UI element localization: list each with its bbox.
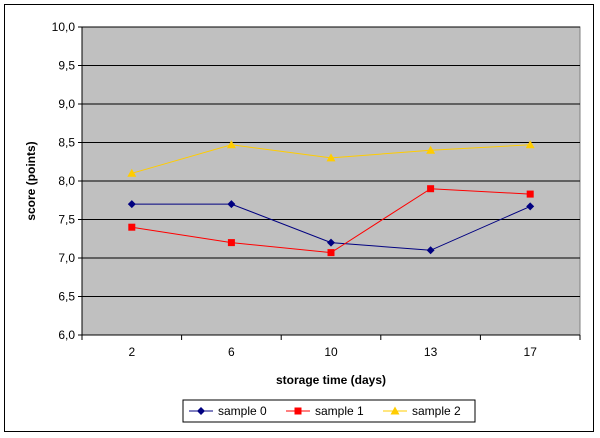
legend-entry-2: sample 2 <box>383 404 461 418</box>
data-point <box>127 200 136 209</box>
data-point <box>427 185 435 193</box>
legend-entry-0: sample 0 <box>189 404 267 418</box>
data-point <box>525 140 535 149</box>
data-point <box>128 223 136 231</box>
x-tick-label: 17 <box>524 345 538 359</box>
x-axis-ticks: 2 6 10 13 17 <box>81 334 581 359</box>
y-tick-label: 7,0 <box>58 251 75 265</box>
data-point <box>327 238 335 247</box>
legend-label: sample 0 <box>218 404 267 418</box>
x-axis-title: storage time (days) <box>276 373 386 387</box>
legend-label: sample 2 <box>412 404 461 418</box>
data-point <box>226 140 236 149</box>
legend-label: sample 1 <box>315 404 364 418</box>
data-point <box>327 249 335 257</box>
data-point <box>326 153 336 162</box>
data-point <box>227 200 236 209</box>
data-point <box>426 246 435 255</box>
legend-entry-1: sample 1 <box>286 404 364 418</box>
legend-marker <box>294 407 302 415</box>
series-2 <box>127 140 535 177</box>
data-point <box>526 190 534 198</box>
legend: sample 0 sample 1 sample 2 <box>182 399 476 423</box>
x-tick-label: 6 <box>228 345 235 359</box>
legend-marker <box>197 407 205 415</box>
gridlines <box>82 26 580 336</box>
series-layer <box>127 140 535 257</box>
x-tick-label: 2 <box>128 345 135 359</box>
y-axis-title: score (points) <box>24 141 38 220</box>
y-tick-label: 9,5 <box>58 59 75 73</box>
data-point <box>127 168 137 177</box>
y-tick-label: 6,0 <box>58 328 75 342</box>
x-tick-label: 10 <box>324 345 338 359</box>
legend-marker <box>390 406 400 415</box>
y-tick-label: 9,0 <box>58 97 75 111</box>
y-tick-label: 8,5 <box>58 136 75 150</box>
series-1 <box>128 185 534 257</box>
data-point <box>227 239 235 247</box>
y-tick-label: 8,0 <box>58 174 75 188</box>
y-axis-ticks: 6,0 6,5 7,0 7,5 8,0 8,5 9,0 9,5 10,0 <box>52 20 83 342</box>
data-point <box>526 202 535 211</box>
y-tick-label: 6,5 <box>58 290 75 304</box>
legend-box <box>182 399 476 423</box>
series-0 <box>127 200 535 255</box>
y-tick-label: 7,5 <box>58 213 75 227</box>
y-tick-label: 10,0 <box>52 20 76 34</box>
data-point <box>426 145 436 154</box>
x-tick-label: 13 <box>424 345 438 359</box>
